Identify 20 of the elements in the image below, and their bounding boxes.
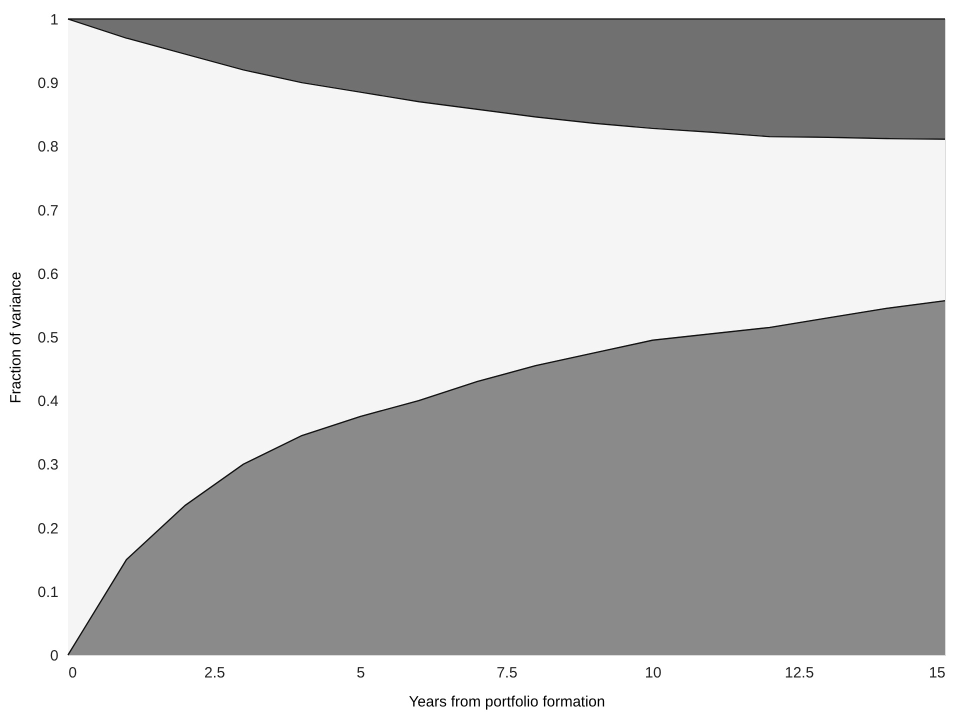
y-tick-label: 0.6 [38,266,58,283]
y-tick-label: 0.2 [38,520,58,538]
y-axis-title: Fraction of variance [8,272,25,404]
x-tick-label: 2.5 [204,664,226,682]
y-tick-label: 0.7 [38,202,58,220]
y-tick-label: 0.1 [38,584,58,601]
x-tick-label: 5 [356,664,366,682]
y-tick-label: 0.3 [38,456,58,474]
y-tick-label: 0.8 [38,138,58,156]
x-tick-label: 0 [68,664,77,682]
y-tick-label: 1 [50,12,58,28]
x-tick-label: 7.5 [496,664,518,682]
x-tick-label: 10 [644,664,662,682]
x-axis-title: Years from portfolio formation [408,694,606,710]
y-tick-label: 0.9 [38,75,58,92]
y-tick-label: 0.5 [38,330,58,346]
y-tick-label: 0 [50,648,58,664]
y-tick-label: 0.4 [38,393,58,410]
x-tick-label: 12.5 [784,664,814,682]
x-tick-label: 15 [928,664,946,682]
